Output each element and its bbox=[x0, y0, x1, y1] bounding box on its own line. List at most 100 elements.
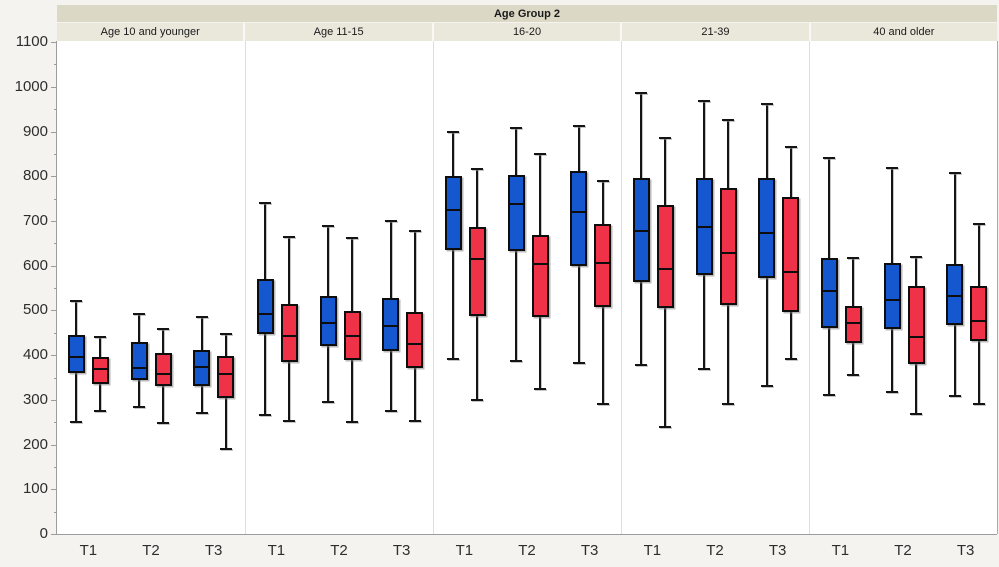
blue-whisker-cap-top bbox=[447, 131, 460, 134]
blue-whisker-cap-top bbox=[195, 316, 208, 319]
y-minor-tick bbox=[54, 511, 57, 513]
red-median-line bbox=[219, 372, 233, 375]
blue-box[interactable] bbox=[130, 341, 148, 380]
y-minor-tick bbox=[54, 288, 57, 289]
y-major-tick bbox=[51, 489, 57, 491]
red-box[interactable] bbox=[907, 285, 925, 364]
y-minor-tick bbox=[54, 243, 57, 245]
red-whisker-cap-bottom bbox=[157, 422, 169, 425]
red-whisker-cap-bottom bbox=[847, 374, 860, 377]
panel-2 bbox=[433, 41, 622, 534]
blue-box[interactable] bbox=[382, 297, 400, 351]
y-tick-label: 900 bbox=[22, 122, 48, 140]
blue-box[interactable] bbox=[507, 174, 525, 251]
red-median-line bbox=[470, 258, 484, 261]
blue-whisker-cap-bottom bbox=[886, 390, 898, 393]
red-whisker-cap-top bbox=[722, 119, 734, 122]
red-whisker-cap-bottom bbox=[471, 398, 484, 401]
blue-whisker-cap-bottom bbox=[823, 394, 836, 397]
x-tick-label: T1 bbox=[455, 542, 474, 559]
red-box[interactable] bbox=[280, 303, 298, 362]
red-box[interactable] bbox=[782, 197, 800, 312]
red-box[interactable] bbox=[217, 356, 235, 399]
blue-median-line bbox=[822, 289, 836, 292]
red-whisker-cap-top bbox=[94, 336, 107, 339]
panel-4 bbox=[809, 41, 998, 534]
red-box[interactable] bbox=[468, 227, 486, 317]
chart-title: Age Group 2 bbox=[493, 7, 560, 20]
x-tick-label: T3 bbox=[580, 542, 599, 559]
y-major-tick bbox=[51, 220, 57, 222]
red-box[interactable] bbox=[844, 305, 862, 343]
x-axis-line bbox=[56, 534, 997, 535]
panel-1 bbox=[245, 41, 434, 534]
red-box[interactable] bbox=[154, 352, 172, 387]
blue-median-line bbox=[195, 366, 209, 369]
y-minor-tick bbox=[54, 422, 57, 424]
y-tick-label: 0 bbox=[39, 525, 48, 542]
blue-box[interactable] bbox=[319, 296, 337, 347]
red-whisker-cap-top bbox=[596, 179, 609, 182]
blue-whisker-cap-bottom bbox=[447, 357, 460, 360]
blue-box[interactable] bbox=[946, 263, 964, 325]
y-tick-label: 700 bbox=[22, 211, 48, 229]
blue-box[interactable] bbox=[820, 257, 838, 329]
red-whisker-cap-top bbox=[219, 332, 232, 335]
y-major-tick bbox=[51, 131, 57, 133]
red-whisker-cap-top bbox=[408, 229, 421, 232]
y-minor-tick bbox=[54, 377, 57, 379]
red-median-line bbox=[909, 335, 923, 338]
x-tick-label: T2 bbox=[330, 542, 348, 559]
blue-box[interactable] bbox=[570, 170, 588, 266]
y-tick-label: 500 bbox=[22, 301, 48, 319]
blue-median-line bbox=[634, 229, 648, 232]
red-whisker-cap-bottom bbox=[910, 413, 922, 416]
blue-whisker-cap-top bbox=[698, 100, 710, 102]
x-axis: T1 T2 T3 T1 T2 T3 T1 T2 T3 T1 T2 T3 T1 T2 T3 bbox=[57, 535, 997, 567]
plot-area bbox=[57, 41, 998, 534]
blue-box[interactable] bbox=[67, 335, 85, 373]
blue-whisker-cap-top bbox=[510, 126, 522, 129]
y-major-tick bbox=[51, 444, 57, 446]
blue-median-line bbox=[69, 356, 83, 359]
red-box[interactable] bbox=[594, 224, 612, 307]
blue-whisker-cap-bottom bbox=[948, 395, 961, 398]
red-whisker-cap-bottom bbox=[94, 410, 107, 412]
blue-median-line bbox=[446, 209, 460, 212]
blue-median-line bbox=[760, 231, 774, 234]
y-major-tick bbox=[51, 176, 57, 178]
red-whisker-cap-bottom bbox=[784, 357, 797, 360]
blue-whisker-cap-top bbox=[384, 219, 397, 222]
red-box[interactable] bbox=[656, 205, 674, 309]
y-tick-label: 400 bbox=[22, 346, 48, 364]
panel-label-2: 16-20 bbox=[433, 23, 623, 41]
blue-box[interactable] bbox=[883, 263, 901, 330]
blue-box[interactable] bbox=[444, 176, 462, 250]
red-median-line bbox=[93, 367, 107, 370]
blue-box[interactable] bbox=[256, 279, 274, 335]
y-major-tick bbox=[51, 265, 57, 267]
blue-whisker-cap-bottom bbox=[259, 414, 272, 416]
red-whisker-cap-bottom bbox=[346, 421, 358, 424]
y-major-tick bbox=[51, 534, 57, 535]
red-whisker-cap-bottom bbox=[596, 403, 609, 406]
x-tick-label: T3 bbox=[204, 542, 223, 559]
red-median-line bbox=[408, 342, 422, 345]
blue-whisker-cap-bottom bbox=[322, 401, 334, 404]
red-median-line bbox=[282, 334, 296, 337]
y-minor-tick bbox=[54, 153, 57, 155]
red-whisker-cap-top bbox=[784, 146, 797, 149]
red-whisker-cap-top bbox=[910, 255, 922, 258]
red-box[interactable] bbox=[531, 235, 549, 318]
chart-title-band[interactable]: Age Group 2 bbox=[57, 5, 997, 22]
x-tick-label: T1 bbox=[79, 542, 98, 559]
panel-label-band: Age 10 and younger Age 11-15 16-20 21-39 40 … bbox=[57, 23, 998, 41]
red-box[interactable] bbox=[406, 311, 424, 369]
red-whisker-cap-bottom bbox=[659, 425, 672, 428]
y-major-tick bbox=[51, 310, 57, 312]
red-box[interactable] bbox=[970, 285, 988, 341]
blue-box[interactable] bbox=[758, 178, 776, 279]
red-box[interactable] bbox=[719, 188, 737, 305]
red-box[interactable] bbox=[91, 357, 109, 385]
